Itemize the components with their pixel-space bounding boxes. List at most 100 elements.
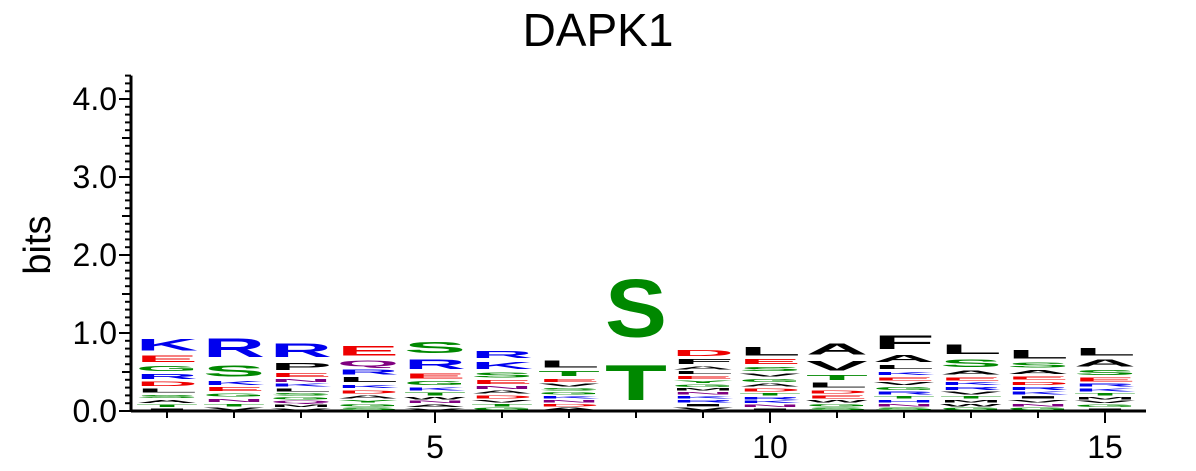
logo-letter-N: N xyxy=(404,400,466,404)
logo-letter-V: V xyxy=(806,358,868,374)
logo-letter-S: S xyxy=(940,357,1002,369)
logo-letter-V: V xyxy=(739,372,801,377)
logo-letter-Y: Y xyxy=(672,380,734,384)
logo-letter-T: T xyxy=(806,374,868,382)
logo-letter-S: S xyxy=(471,371,533,379)
logo-letter-R: R xyxy=(739,396,801,400)
logo-letter-K: K xyxy=(940,381,1002,386)
logo-letter-V: V xyxy=(1007,399,1069,403)
logo-letter-R: R xyxy=(136,373,198,381)
y-tick-label: 0.0 xyxy=(73,393,117,429)
y-axis: 0.0 1.0 2.0 3.0 4.0 xyxy=(73,74,133,429)
logo-letter-R: R xyxy=(471,349,533,361)
logo-letter-R: R xyxy=(1074,383,1136,388)
logo-letter-I: I xyxy=(1074,408,1136,411)
logo-letter-K: K xyxy=(538,395,600,399)
logo-letter-R: R xyxy=(203,333,265,363)
logo-letter-I: I xyxy=(739,408,801,411)
y-tick-label: 4.0 xyxy=(73,81,117,117)
logo-letter-F: F xyxy=(672,358,734,366)
logo-letter-A: A xyxy=(538,407,600,411)
logo-letter-G: G xyxy=(203,392,265,397)
logo-letter-H: H xyxy=(873,399,935,403)
logo-letter-G: G xyxy=(672,384,734,388)
y-tick-label: 3.0 xyxy=(73,159,117,195)
logo-letter-G: G xyxy=(873,386,935,391)
logo-letter-A: A xyxy=(136,399,198,404)
y-tick-label: 2.0 xyxy=(73,237,117,273)
logo-letter-G: G xyxy=(337,403,399,407)
logo-letter-D: D xyxy=(1007,381,1069,386)
logo-letter-S: S xyxy=(873,407,935,411)
logo-letter-L: L xyxy=(739,345,801,358)
logo-letter-T: T xyxy=(404,392,466,397)
logo-letter-V: V xyxy=(203,407,265,411)
logo-letter-E: E xyxy=(940,376,1002,381)
logo-letter-L: L xyxy=(873,364,935,370)
logo-letter-E: E xyxy=(1074,377,1136,383)
stack-position-8: TS xyxy=(605,261,667,410)
logo-letter-G: G xyxy=(806,403,868,407)
logo-letter-I: I xyxy=(1007,395,1069,399)
logo-letter-L: L xyxy=(672,370,734,375)
logo-letter-S: S xyxy=(203,363,265,380)
logo-letter-V: V xyxy=(873,381,935,386)
logo-letter-L: L xyxy=(1007,348,1069,361)
logo-letter-K: K xyxy=(873,370,935,375)
logo-letter-G: G xyxy=(940,407,1002,411)
logo-letter-A: A xyxy=(471,390,533,395)
logo-letter-G: G xyxy=(270,396,332,400)
logo-letter-G: G xyxy=(1074,404,1136,408)
logo-letter-K: K xyxy=(404,386,466,391)
logo-letter-V: V xyxy=(404,408,466,411)
logo-letter-V: V xyxy=(1074,400,1136,404)
logo-letter-P: P xyxy=(270,361,332,372)
logo-letter-L: L xyxy=(1074,346,1136,358)
logo-letter-L: L xyxy=(270,388,332,393)
logo-letter-T: T xyxy=(538,370,600,378)
logo-letter-N: N xyxy=(270,378,332,383)
logo-letter-T: T xyxy=(940,395,1002,399)
y-tick-label: 1.0 xyxy=(73,315,117,351)
y-axis-label: bits xyxy=(17,215,59,274)
logo-letter-T: T xyxy=(471,403,533,407)
logo-letter-R: R xyxy=(672,399,734,403)
logo-letter-F: F xyxy=(873,332,935,354)
logo-letter-Q: Q xyxy=(337,359,399,368)
logo-letter-I: I xyxy=(136,408,198,411)
logo-letter-A: A xyxy=(672,366,734,371)
logo-letter-L: L xyxy=(136,388,198,394)
logo-letter-N: N xyxy=(672,391,734,395)
logo-letter-M: M xyxy=(270,404,332,408)
logo-letter-D: D xyxy=(806,389,868,394)
logo-letter-A: A xyxy=(739,383,801,388)
logo-letter-D: D xyxy=(672,349,734,358)
logo-letter-A: A xyxy=(806,341,868,358)
logo-letter-E: E xyxy=(873,376,935,381)
logo-letter-A: A xyxy=(1074,358,1136,369)
logo-letter-L: L xyxy=(337,376,399,384)
x-tick-label: 15 xyxy=(1087,429,1123,465)
logo-letter-W: W xyxy=(940,403,1002,407)
logo-letter-S: S xyxy=(136,394,198,399)
chart-title: DAPK1 xyxy=(523,4,674,56)
logo-letter-K: K xyxy=(203,380,265,386)
logo-letter-V: V xyxy=(270,408,332,411)
logo-letter-R: R xyxy=(940,386,1002,391)
logo-letter-T: T xyxy=(203,403,265,407)
logo-letter-S: S xyxy=(270,392,332,396)
logo-letter-S: S xyxy=(538,388,600,392)
logo-letter-G: G xyxy=(1007,407,1069,411)
logo-letter-M: M xyxy=(672,388,734,392)
